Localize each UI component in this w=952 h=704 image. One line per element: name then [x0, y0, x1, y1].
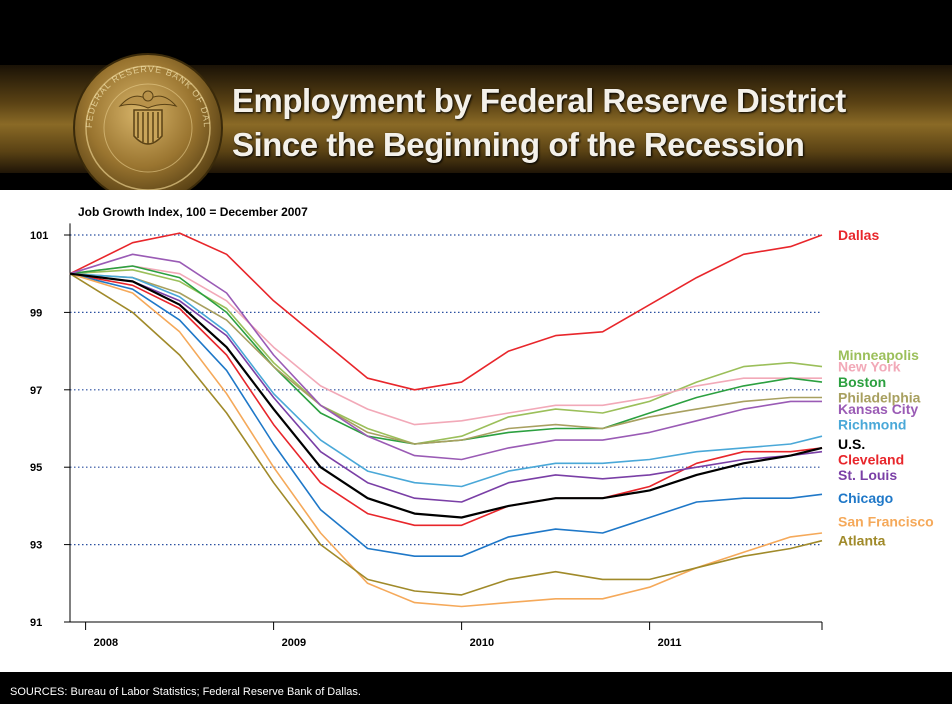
- y-tick-label-97: 97: [30, 385, 42, 397]
- x-tick-label-2011: 2011: [658, 637, 682, 649]
- series-line-u-s: [69, 272, 823, 519]
- series-label-atlanta: Atlanta: [838, 533, 886, 549]
- series-line-new-york: [69, 265, 822, 426]
- series-line-san-francisco: [69, 272, 823, 608]
- series-label-boston: Boston: [838, 374, 886, 390]
- series-label-minneapolis: Minneapolis: [838, 347, 919, 363]
- series-line-cleveland: [69, 272, 823, 527]
- source-bar: [0, 672, 952, 704]
- series-label-new-york: New York: [838, 359, 901, 375]
- chart-subtitle: Job Growth Index, 100 = December 2007: [78, 205, 308, 219]
- source-note: SOURCES: Bureau of Labor Statistics; Fed…: [10, 686, 361, 698]
- series-line-dallas: [69, 232, 823, 391]
- x-tick-label-2010: 2010: [470, 637, 494, 649]
- series-label-san-francisco: San Francisco: [838, 513, 934, 529]
- series-line-atlanta: [69, 273, 823, 596]
- series-label-chicago: Chicago: [838, 490, 893, 506]
- federal-reserve-seal-icon: FEDERAL RESERVE BANK OF DALLAS: [72, 52, 223, 203]
- series-label-st-louis: St. Louis: [838, 467, 897, 483]
- series-line-richmond: [69, 272, 823, 488]
- series-label-cleveland: Cleveland: [838, 451, 904, 467]
- chart-title-line-2: Since the Beginning of the Recession: [232, 126, 805, 163]
- series-label-dallas: Dallas: [838, 227, 879, 243]
- plot-panel: Job Growth Index, 100 = December 2007 91 9…: [0, 190, 952, 672]
- series-line-philadelphia: [69, 272, 822, 445]
- chart-title-line-1: Employment by Federal Reserve District: [232, 82, 846, 119]
- series-label-u-s: U.S.: [838, 436, 865, 452]
- y-tick-label-95: 95: [30, 462, 42, 474]
- y-tick-label-93: 93: [30, 540, 42, 552]
- y-tick-label-99: 99: [30, 307, 42, 319]
- series-line-kansas-city: [69, 253, 822, 461]
- series-label-philadelphia: Philadelphia: [838, 390, 921, 406]
- x-tick-label-2009: 2009: [282, 637, 306, 649]
- line-chart: Job Growth Index, 100 = December 2007 91 9…: [30, 205, 934, 649]
- x-tick-label-2008: 2008: [94, 637, 118, 649]
- series-line-minneapolis: [69, 269, 823, 445]
- y-tick-label-91: 91: [30, 617, 42, 629]
- series-label-kansas-city: Kansas City: [838, 401, 918, 417]
- series-label-richmond: Richmond: [838, 417, 906, 433]
- y-tick-label-101: 101: [30, 230, 48, 242]
- series-line-chicago: [69, 272, 823, 557]
- series-line-st-louis: [69, 272, 823, 503]
